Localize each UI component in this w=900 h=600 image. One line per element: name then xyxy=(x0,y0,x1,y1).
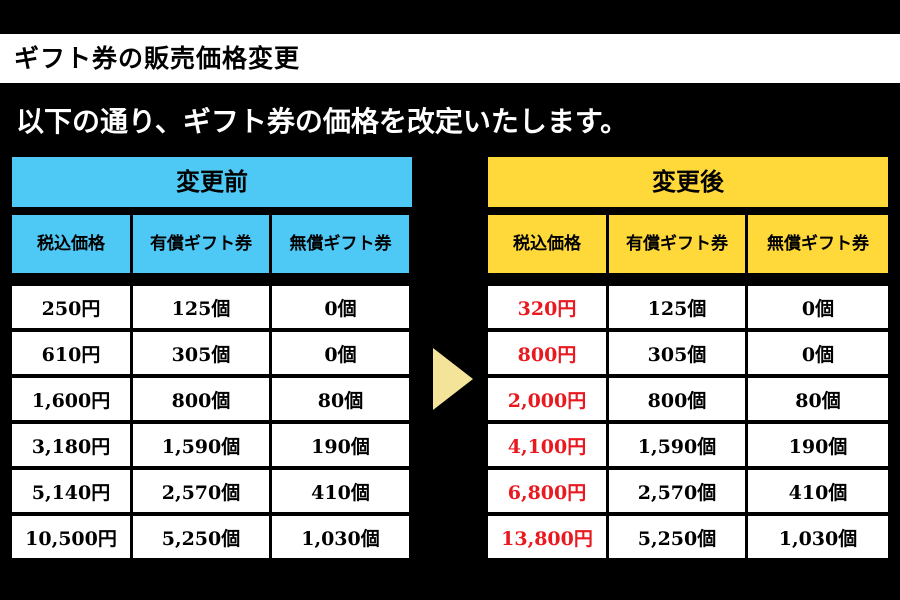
paid-cell: 2,570個 xyxy=(609,470,745,512)
after-header: 変更後 xyxy=(488,157,888,207)
right-triangle-arrow-icon xyxy=(433,348,473,410)
paid-cell: 305個 xyxy=(609,332,745,374)
column-header-free: 無償ギフト券 xyxy=(272,215,409,273)
free-cell: 1,030個 xyxy=(748,516,888,558)
price-cell: 5,140円 xyxy=(12,470,130,512)
price-cell: 1,600円 xyxy=(12,378,130,420)
announcement-text: 以下の通り、ギフト券の価格を改定いたします。 xyxy=(16,105,629,138)
before-header: 変更前 xyxy=(12,157,412,207)
page-title: ギフト券の販売価格変更 xyxy=(0,34,900,83)
free-cell: 410個 xyxy=(748,470,888,512)
column-header-price: 税込価格 xyxy=(488,215,606,273)
free-cell: 190個 xyxy=(272,424,409,466)
paid-cell: 1,590個 xyxy=(133,424,269,466)
free-cell: 80個 xyxy=(272,378,409,420)
table-row: 1,600円 800個 80個 xyxy=(12,378,412,424)
table-row: 4,100円 1,590個 190個 xyxy=(488,424,888,470)
free-cell: 0個 xyxy=(272,332,409,374)
free-cell: 0個 xyxy=(748,332,888,374)
free-cell: 1,030個 xyxy=(272,516,409,558)
new-price-cell: 4,100円 xyxy=(488,424,606,466)
table-row: 5,140円 2,570個 410個 xyxy=(12,470,412,516)
table-row: 610円 305個 0個 xyxy=(12,332,412,378)
table-row: 13,800円 5,250個 1,030個 xyxy=(488,516,888,562)
new-price-cell: 13,800円 xyxy=(488,516,606,558)
price-cell: 10,500円 xyxy=(12,516,130,558)
new-price-cell: 6,800円 xyxy=(488,470,606,512)
paid-cell: 125個 xyxy=(133,286,269,328)
column-header-paid: 有償ギフト券 xyxy=(609,215,745,273)
column-header-price: 税込価格 xyxy=(12,215,130,273)
price-cell: 250円 xyxy=(12,286,130,328)
table-row: 800円 305個 0個 xyxy=(488,332,888,378)
table-row: 10,500円 5,250個 1,030個 xyxy=(12,516,412,562)
paid-cell: 5,250個 xyxy=(133,516,269,558)
free-cell: 0個 xyxy=(272,286,409,328)
table-row: 2,000円 800個 80個 xyxy=(488,378,888,424)
table-row: 250円 125個 0個 xyxy=(12,286,412,332)
paid-cell: 5,250個 xyxy=(609,516,745,558)
table-row: 6,800円 2,570個 410個 xyxy=(488,470,888,516)
column-header-free: 無償ギフト券 xyxy=(748,215,888,273)
paid-cell: 2,570個 xyxy=(133,470,269,512)
free-cell: 190個 xyxy=(748,424,888,466)
table-row: 320円 125個 0個 xyxy=(488,286,888,332)
new-price-cell: 2,000円 xyxy=(488,378,606,420)
free-cell: 0個 xyxy=(748,286,888,328)
before-price-table: 変更前 税込価格 有償ギフト券 無償ギフト券 250円 125個 0個 610円… xyxy=(12,157,412,562)
paid-cell: 800個 xyxy=(133,378,269,420)
free-cell: 410個 xyxy=(272,470,409,512)
paid-cell: 800個 xyxy=(609,378,745,420)
price-cell: 3,180円 xyxy=(12,424,130,466)
paid-cell: 1,590個 xyxy=(609,424,745,466)
new-price-cell: 800円 xyxy=(488,332,606,374)
paid-cell: 125個 xyxy=(609,286,745,328)
table-row: 3,180円 1,590個 190個 xyxy=(12,424,412,470)
new-price-cell: 320円 xyxy=(488,286,606,328)
after-price-table: 変更後 税込価格 有償ギフト券 無償ギフト券 320円 125個 0個 800円… xyxy=(488,157,888,562)
free-cell: 80個 xyxy=(748,378,888,420)
paid-cell: 305個 xyxy=(133,332,269,374)
column-header-paid: 有償ギフト券 xyxy=(133,215,269,273)
price-cell: 610円 xyxy=(12,332,130,374)
